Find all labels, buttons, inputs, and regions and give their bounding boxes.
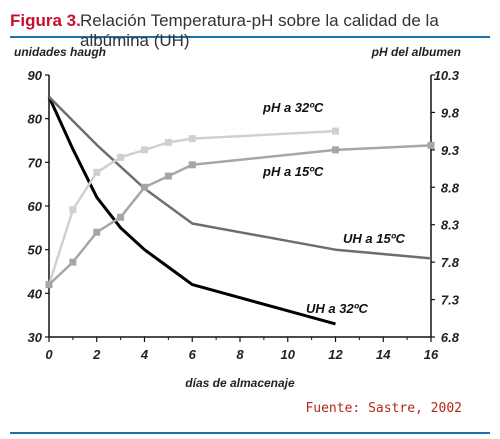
series-2-point [117, 153, 125, 161]
series-3-point [332, 146, 339, 154]
y-right-tick-label: 6.8 [441, 330, 460, 345]
figure-title-bar: Figura 3. Relación Temperatura-pH sobre … [10, 6, 490, 50]
y-right-tick-label: 9.3 [441, 143, 460, 158]
y-left-tick-label: 50 [28, 243, 43, 258]
series-0-label: UH a 32ºC [306, 301, 368, 316]
series-2-point [93, 168, 101, 176]
series-3-point [45, 281, 53, 289]
x-tick-label: 6 [189, 347, 197, 362]
series-3-point [164, 172, 172, 180]
y-left-tick-label: 70 [28, 155, 43, 170]
series-2-point [332, 127, 339, 135]
source-caption: Fuente: Sastre, 2002 [305, 401, 462, 416]
series-3-point [141, 183, 148, 191]
x-tick-label: 12 [328, 347, 343, 362]
y-right-tick-label: 7.8 [441, 255, 460, 270]
bottom-divider [10, 432, 490, 434]
y-right-tick-label: 7.3 [441, 293, 460, 308]
x-tick-label: 8 [236, 347, 244, 362]
figure-title: Relación Temperatura-pH sobre la calidad… [80, 11, 439, 50]
y-left-tick-label: 40 [27, 286, 43, 301]
series-2-label: pH a 32ºC [262, 100, 324, 115]
x-tick-label: 0 [45, 347, 53, 362]
series-3-label: pH a 15ºC [262, 164, 324, 179]
x-tick-label: 14 [376, 347, 391, 362]
x-tick-label: 16 [424, 347, 439, 362]
series-2-point [69, 206, 77, 214]
series-2-point [141, 146, 148, 154]
series-2-point [164, 138, 172, 146]
y-left-axis-title: unidades haugh [14, 45, 106, 59]
y-right-axis-title: pH del albumen [371, 45, 461, 59]
figure-label: Figura 3. [10, 11, 81, 30]
y-right-tick-label: 10.3 [434, 68, 460, 83]
y-right-tick-label: 8.8 [441, 180, 460, 195]
x-axis-title: días de almacenaje [185, 376, 295, 390]
y-left-tick-label: 90 [28, 68, 43, 83]
y-right-tick-label: 9.8 [441, 105, 460, 120]
series-3-point [69, 258, 77, 266]
y-left-tick-label: 80 [28, 112, 43, 127]
series-0-line [47, 96, 336, 326]
series-1-line [48, 95, 432, 260]
series-3-point [117, 213, 125, 221]
x-tick-label: 10 [281, 347, 296, 362]
series-3-point [188, 161, 196, 169]
y-left-tick-label: 30 [28, 330, 43, 345]
series-2-point [188, 135, 196, 143]
y-right-tick-label: 8.3 [441, 218, 460, 233]
series-1-label: UH a 15ºC [343, 231, 405, 246]
series-3-point [93, 228, 101, 236]
y-left-tick-label: 60 [28, 199, 43, 214]
x-tick-label: 4 [140, 347, 149, 362]
series-2-line [47, 129, 336, 285]
series-3-point [427, 141, 435, 149]
x-tick-label: 2 [92, 347, 101, 362]
